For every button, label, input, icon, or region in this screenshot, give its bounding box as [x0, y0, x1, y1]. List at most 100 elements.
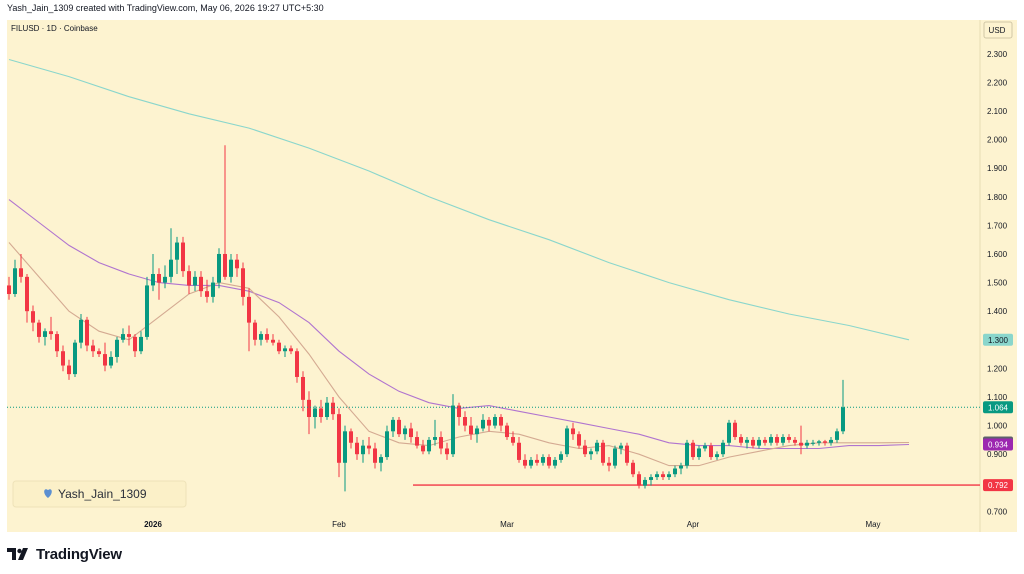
- candle-body: [667, 474, 671, 478]
- candle: [121, 328, 125, 343]
- candle: [481, 414, 485, 432]
- candle-body: [475, 428, 479, 435]
- candle-body: [565, 428, 569, 455]
- tradingview-brand[interactable]: TradingView: [7, 544, 122, 564]
- candle: [619, 442, 623, 455]
- candle: [439, 431, 443, 455]
- y-tick-label: 1.700: [987, 221, 1008, 230]
- candle: [721, 439, 725, 458]
- candle-body: [523, 459, 527, 466]
- candle-body: [295, 351, 299, 377]
- x-tick-label: Mar: [500, 520, 514, 529]
- candle: [301, 371, 305, 412]
- candle-body: [511, 437, 515, 443]
- candle: [19, 253, 23, 283]
- candle: [451, 394, 455, 458]
- candle: [583, 439, 587, 458]
- y-tick-label: 2.200: [987, 78, 1008, 87]
- price-label: 0.792: [983, 479, 1013, 492]
- y-tick-label: 2.300: [987, 50, 1008, 59]
- candle: [577, 431, 581, 449]
- candle-body: [109, 356, 113, 366]
- y-tick-label: 1.600: [987, 250, 1008, 259]
- candle-body: [49, 331, 53, 335]
- candle-body: [343, 431, 347, 463]
- candle: [79, 314, 83, 349]
- candle-body: [547, 457, 551, 466]
- candle-body: [211, 282, 215, 297]
- candle: [487, 417, 491, 432]
- y-tick-label: 1.200: [987, 364, 1008, 373]
- candle-body: [469, 425, 473, 435]
- y-tick-label: 1.900: [987, 164, 1008, 173]
- candle-body: [391, 419, 395, 432]
- candle-body: [79, 319, 83, 343]
- overlay-layer: FILUSD · 1D · Coinbase Yash_Jain_1309: [11, 21, 1013, 508]
- candle-body: [319, 408, 323, 418]
- price-label-box: [983, 401, 1013, 414]
- candle-body: [757, 439, 761, 446]
- candle-body: [271, 339, 275, 343]
- candle: [631, 459, 635, 478]
- candle: [805, 439, 809, 449]
- candle: [235, 253, 239, 277]
- candle-body: [583, 445, 587, 455]
- candle-body: [259, 334, 263, 340]
- candle: [637, 471, 641, 489]
- candle-body: [241, 268, 245, 297]
- candle: [541, 454, 545, 466]
- candle: [31, 305, 35, 332]
- candle-body: [427, 439, 431, 452]
- candle: [199, 271, 203, 297]
- candle: [781, 434, 785, 446]
- candle: [223, 145, 227, 280]
- candle-body: [811, 442, 815, 444]
- candle: [823, 439, 827, 446]
- candle-body: [679, 465, 683, 469]
- candle-body: [337, 414, 341, 463]
- candle-body: [157, 273, 161, 283]
- candle: [457, 402, 461, 426]
- candle: [181, 236, 185, 277]
- x-tick-label: Feb: [332, 520, 346, 529]
- candle: [571, 422, 575, 440]
- candle: [337, 408, 341, 478]
- candle-body: [433, 437, 437, 440]
- candle: [397, 417, 401, 438]
- candle-body: [619, 445, 623, 449]
- candle: [403, 425, 407, 440]
- candle: [61, 345, 65, 372]
- candle: [745, 437, 749, 449]
- candle-body: [571, 428, 575, 435]
- candle: [421, 439, 425, 455]
- candle: [697, 445, 701, 460]
- candle: [517, 437, 521, 463]
- candle: [565, 425, 569, 458]
- candle: [355, 437, 359, 460]
- y-tick-label: 2.000: [987, 136, 1008, 145]
- candle-body: [67, 365, 71, 375]
- candle: [433, 419, 437, 446]
- candle-body: [163, 276, 167, 283]
- candle-body: [379, 457, 383, 463]
- candle: [625, 442, 629, 466]
- candle: [601, 439, 605, 466]
- candle: [331, 396, 335, 420]
- candle-body: [607, 462, 611, 466]
- candle-body: [751, 439, 755, 446]
- candle: [763, 437, 767, 446]
- candle-body: [439, 437, 443, 449]
- candle: [313, 405, 317, 429]
- candle-body: [397, 419, 401, 435]
- candle-body: [487, 419, 491, 426]
- candle: [247, 288, 251, 352]
- price-label-box: [983, 333, 1013, 346]
- time-axis: 2026 Feb Mar Apr May: [144, 520, 880, 529]
- candle-body: [799, 442, 803, 446]
- candle: [217, 248, 221, 289]
- series-ma-fast: [8, 242, 910, 467]
- candle-body: [283, 348, 287, 352]
- candle: [829, 437, 833, 446]
- candle-body: [661, 474, 665, 478]
